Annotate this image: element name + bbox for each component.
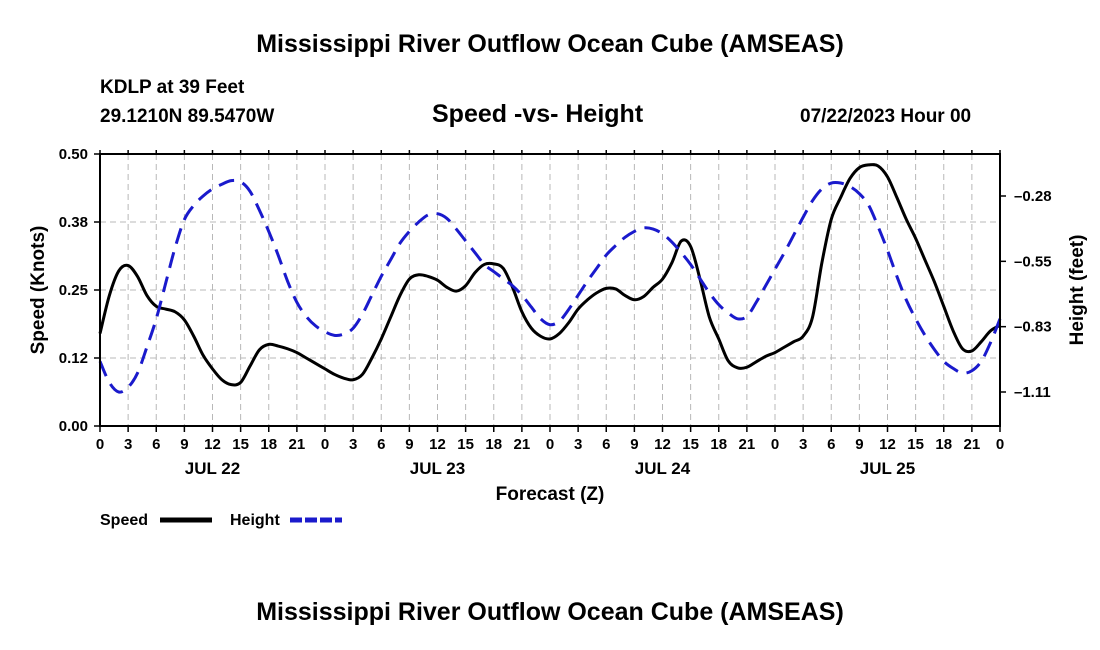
- x-tick-label: 21: [739, 436, 756, 453]
- x-tick-label: 15: [457, 436, 474, 453]
- x-tick-label: 9: [180, 436, 188, 453]
- x-tick-label: 21: [514, 436, 531, 453]
- x-tick-label: 18: [260, 436, 277, 453]
- y2-tick-label: –0.83: [1014, 319, 1052, 336]
- day-label: JUL 23: [410, 459, 465, 478]
- legend: Speed Height: [100, 512, 342, 529]
- x-tick-label: 15: [232, 436, 249, 453]
- y2-tick-label: –0.55: [1014, 253, 1052, 270]
- x-tick-label: 0: [771, 436, 779, 453]
- grid-lines: [100, 154, 1000, 426]
- x-tick-label: 12: [204, 436, 221, 453]
- chart-title: Mississippi River Outflow Ocean Cube (AM…: [256, 30, 844, 58]
- speed-series-line: [98, 163, 1001, 387]
- forecast-timestamp: 07/22/2023 Hour 00: [800, 106, 972, 127]
- y-tick-label: 0.12: [59, 350, 88, 367]
- x-tick-label: 21: [964, 436, 981, 453]
- y-axis-label: Speed (Knots): [28, 226, 49, 355]
- height-series-line: [98, 178, 1002, 394]
- x-tick-label: 6: [602, 436, 610, 453]
- y2-tick-label: –0.28: [1014, 188, 1052, 205]
- footer-title: Mississippi River Outflow Ocean Cube (AM…: [256, 598, 844, 626]
- x-tick-label: 18: [935, 436, 952, 453]
- day-label: JUL 22: [185, 459, 240, 478]
- day-label: JUL 25: [860, 459, 915, 478]
- legend-speed-label: Speed: [100, 512, 148, 529]
- x-tick-label: 21: [289, 436, 306, 453]
- x-tick-label: 9: [630, 436, 638, 453]
- x-tick-label: 3: [349, 436, 357, 453]
- x-tick-label: 3: [574, 436, 582, 453]
- legend-height-label: Height: [230, 512, 280, 529]
- chart-subtitle: Speed -vs- Height: [432, 100, 644, 128]
- x-tick-label: 18: [485, 436, 502, 453]
- x-tick-label: 9: [405, 436, 413, 453]
- x-tick-label: 0: [321, 436, 329, 453]
- day-label: JUL 24: [635, 459, 691, 478]
- x-tick-label: 18: [710, 436, 727, 453]
- x-tick-label: 0: [96, 436, 104, 453]
- x-tick-label: 12: [654, 436, 671, 453]
- y-tick-label: 0.50: [59, 146, 88, 163]
- x-tick-label: 9: [855, 436, 863, 453]
- x-tick-label: 6: [377, 436, 385, 453]
- coordinates-label: 29.1210N 89.5470W: [100, 106, 275, 127]
- x-tick-label: 3: [799, 436, 807, 453]
- x-tick-label: 6: [827, 436, 835, 453]
- data-series: [98, 163, 1002, 394]
- x-tick-label: 6: [152, 436, 160, 453]
- y2-axis-label: Height (feet): [1067, 235, 1088, 346]
- y-tick-label: 0.00: [59, 418, 88, 435]
- x-tick-label: 12: [429, 436, 446, 453]
- axes: 0 3 6 9 12 15 18 21 0 3 6 9 12 15 18 21 0 3 6 9 12 15 18 21 0 3 6 9…: [59, 146, 1052, 478]
- x-tick-label: 12: [879, 436, 896, 453]
- x-axis-label: Forecast (Z): [496, 484, 605, 505]
- x-tick-label: 15: [907, 436, 924, 453]
- station-label: KDLP at 39 Feet: [100, 77, 245, 98]
- y-tick-label: 0.25: [59, 282, 88, 299]
- x-tick-label: 15: [682, 436, 699, 453]
- y2-tick-label: –1.11: [1014, 384, 1051, 401]
- x-tick-label: 3: [124, 436, 132, 453]
- x-tick-label: 0: [996, 436, 1004, 453]
- y-tick-label: 0.38: [59, 214, 88, 231]
- x-tick-label: 0: [546, 436, 554, 453]
